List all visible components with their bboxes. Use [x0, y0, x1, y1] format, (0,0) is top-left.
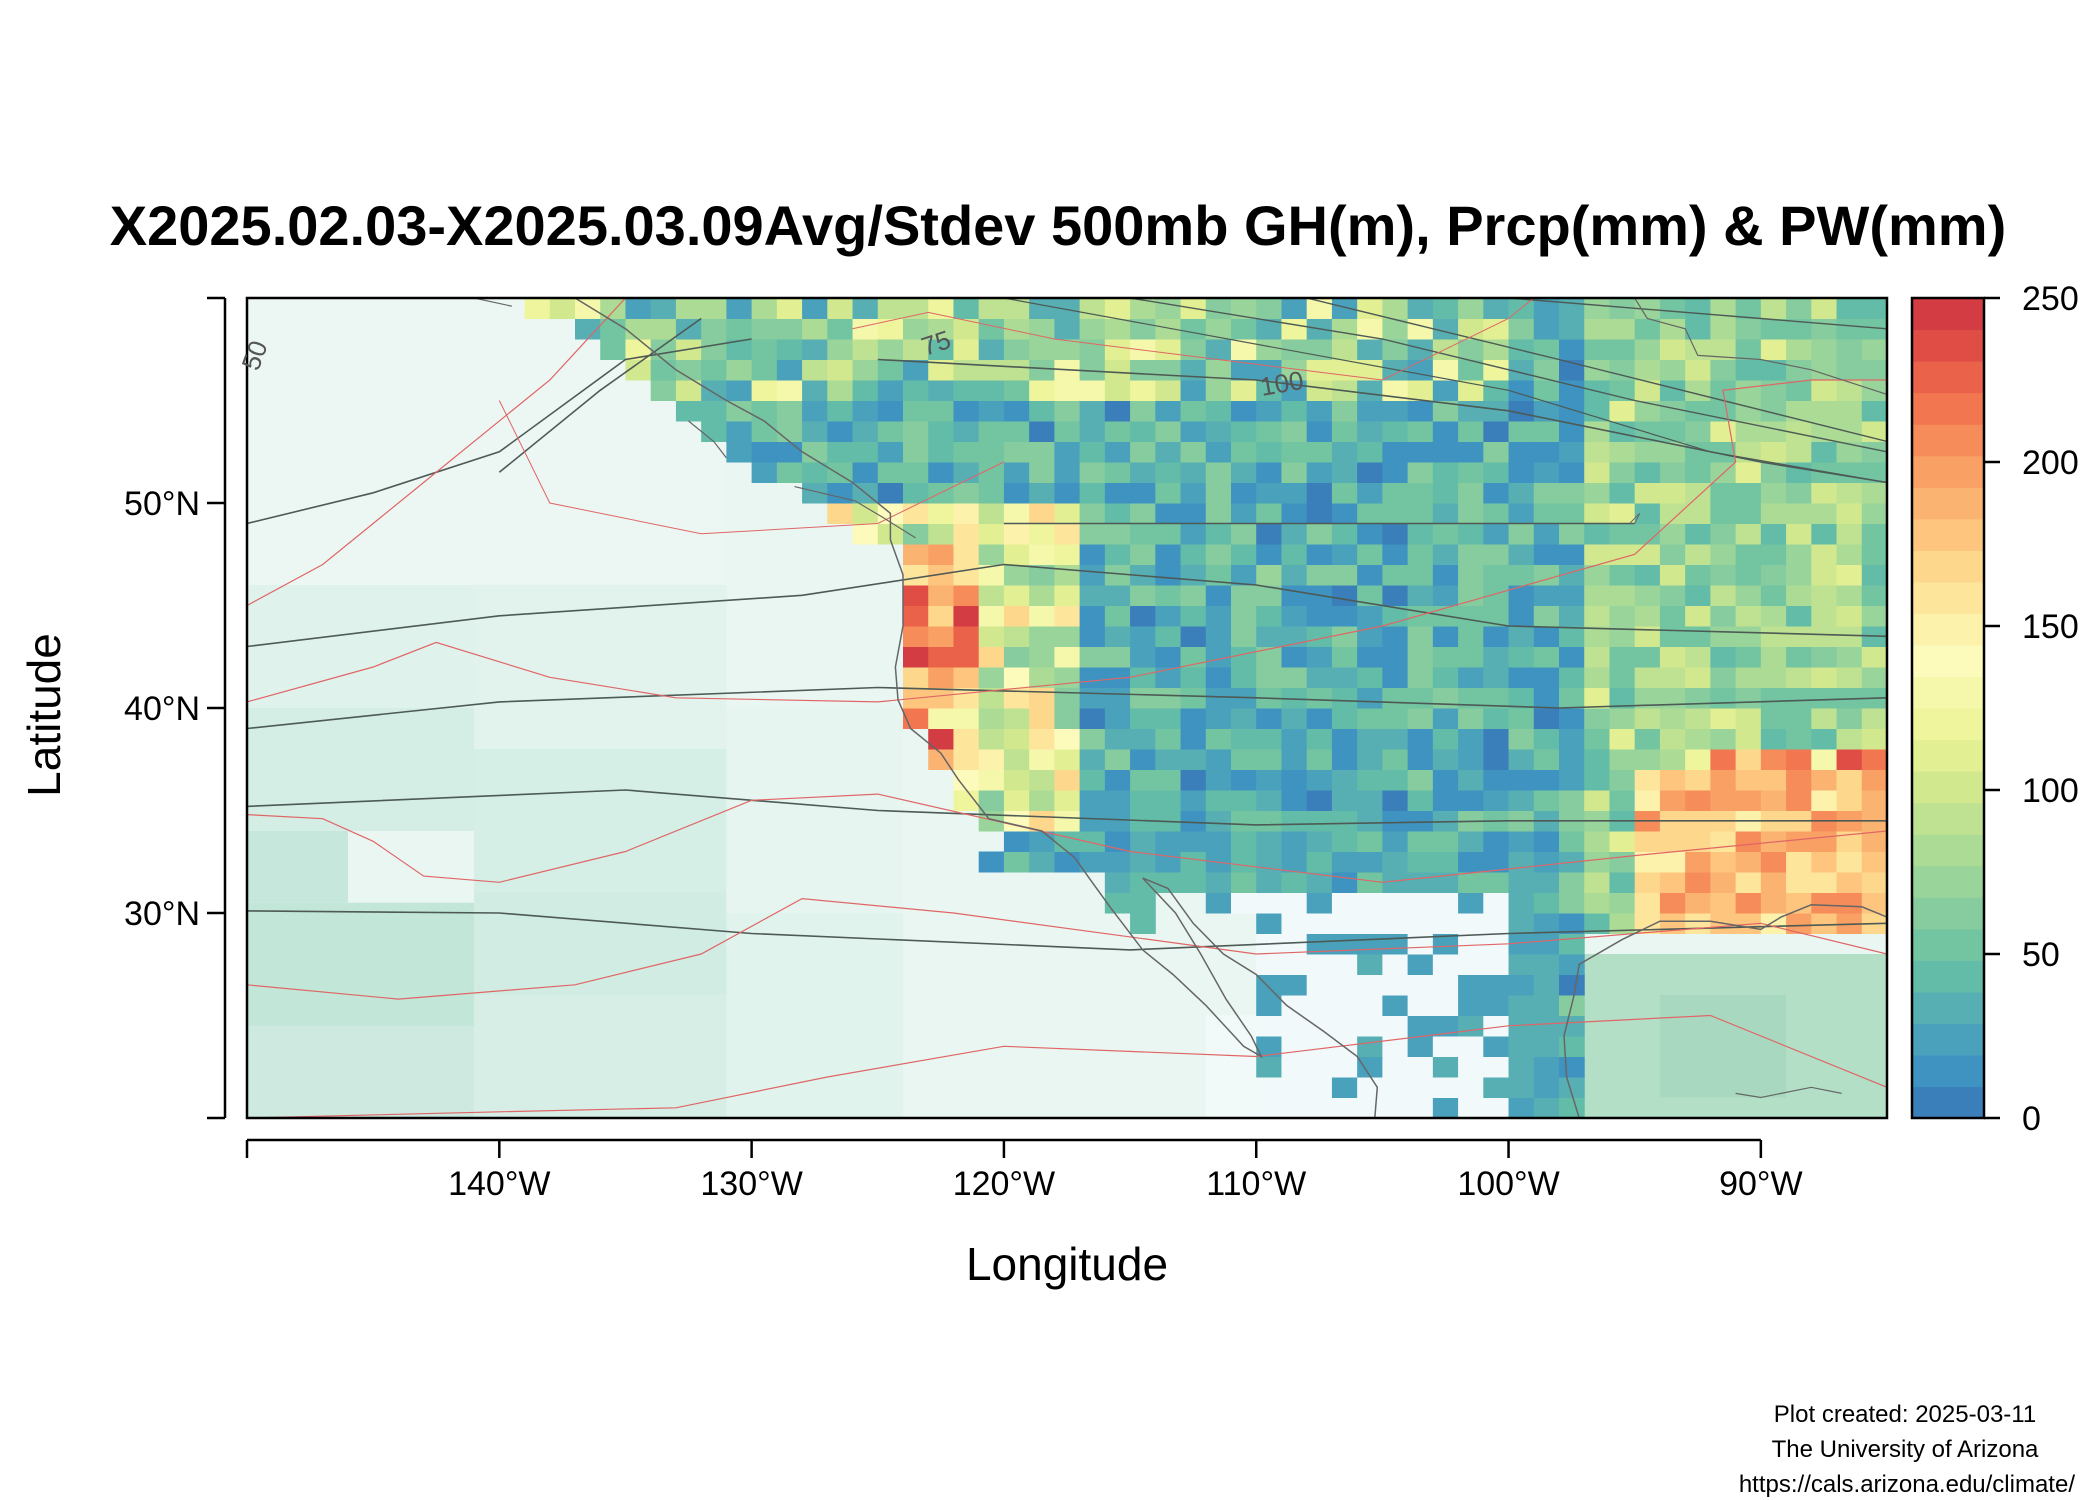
x-tick-label: 130°W [700, 1165, 802, 1203]
y-tick-label: 30°N [124, 895, 200, 933]
colorbar-tick-label: 100 [2022, 772, 2079, 810]
colorbar-swatch [1912, 708, 1984, 741]
colorbar-swatch [1912, 455, 1984, 488]
colorbar-swatch [1912, 834, 1984, 867]
x-tick-label: 100°W [1457, 1165, 1559, 1203]
colorbar-swatch [1912, 550, 1984, 583]
y-tick-label: 50°N [124, 485, 200, 523]
colorbar-swatch [1912, 897, 1984, 930]
colorbar [1912, 298, 1984, 1119]
x-tick-label: 120°W [953, 1165, 1055, 1203]
colorbar-swatch [1912, 991, 1984, 1024]
chart-title: X2025.02.03-X2025.03.09Avg/Stdev 500mb G… [110, 194, 2006, 257]
colorbar-swatch [1912, 361, 1984, 394]
colorbar-swatch [1912, 298, 1984, 331]
colorbar-swatch [1912, 676, 1984, 709]
credit-institution: The University of Arizona [1772, 1436, 2039, 1463]
colorbar-swatch [1912, 1086, 1984, 1119]
credit-url: https://cals.arizona.edu/climate/ [1739, 1471, 2075, 1498]
colorbar-swatch [1912, 928, 1984, 961]
colorbar-swatch [1912, 487, 1984, 520]
coastlines [473, 298, 1887, 1118]
y-axis-label: Latitude [18, 633, 70, 797]
colorbar-swatch [1912, 424, 1984, 457]
colorbar-swatch [1912, 1023, 1984, 1056]
x-axis: 140°W 130°W 120°W 110°W 100°W 90°W [245, 1138, 1803, 1203]
colorbar-tick-label: 0 [2022, 1100, 2041, 1138]
colorbar-ticks: 0 50 100 150 200 250 [1984, 280, 2079, 1138]
x-tick-label: 140°W [448, 1165, 550, 1203]
x-tick-label: 110°W [1206, 1165, 1306, 1203]
colorbar-swatch [1912, 865, 1984, 898]
colorbar-swatch [1912, 739, 1984, 772]
colorbar-swatch [1912, 518, 1984, 551]
x-axis-label: Longitude [966, 1238, 1168, 1290]
colorbar-tick-label: 200 [2022, 444, 2079, 482]
x-tick-label: 90°W [1719, 1165, 1803, 1203]
map-frame [245, 296, 1889, 1120]
y-tick-label: 40°N [124, 690, 200, 728]
y-axis: 30°N 40°N 50°N [124, 296, 227, 1120]
colorbar-swatch [1912, 613, 1984, 646]
colorbar-swatch [1912, 581, 1984, 614]
colorbar-tick-label: 150 [2022, 608, 2079, 646]
ocean-pw-field [247, 298, 1887, 1118]
colorbar-swatch [1912, 644, 1984, 678]
colorbar-swatch [1912, 960, 1984, 993]
colorbar-swatch [1912, 771, 1984, 804]
colorbar-tick-label: 250 [2022, 280, 2079, 318]
colorbar-swatch [1912, 1054, 1984, 1088]
colorbar-frame [1910, 296, 1986, 1120]
colorbar-swatch [1912, 329, 1984, 362]
contour-label-100: 100 [1258, 365, 1306, 402]
colorbar-swatch [1912, 802, 1984, 835]
height-contours [247, 298, 1887, 1118]
colorbar-tick-label: 50 [2022, 936, 2060, 974]
map-panel [247, 298, 1887, 1118]
credit-date: Plot created: 2025-03-11 [1774, 1401, 2036, 1428]
colorbar-swatch [1912, 392, 1984, 425]
